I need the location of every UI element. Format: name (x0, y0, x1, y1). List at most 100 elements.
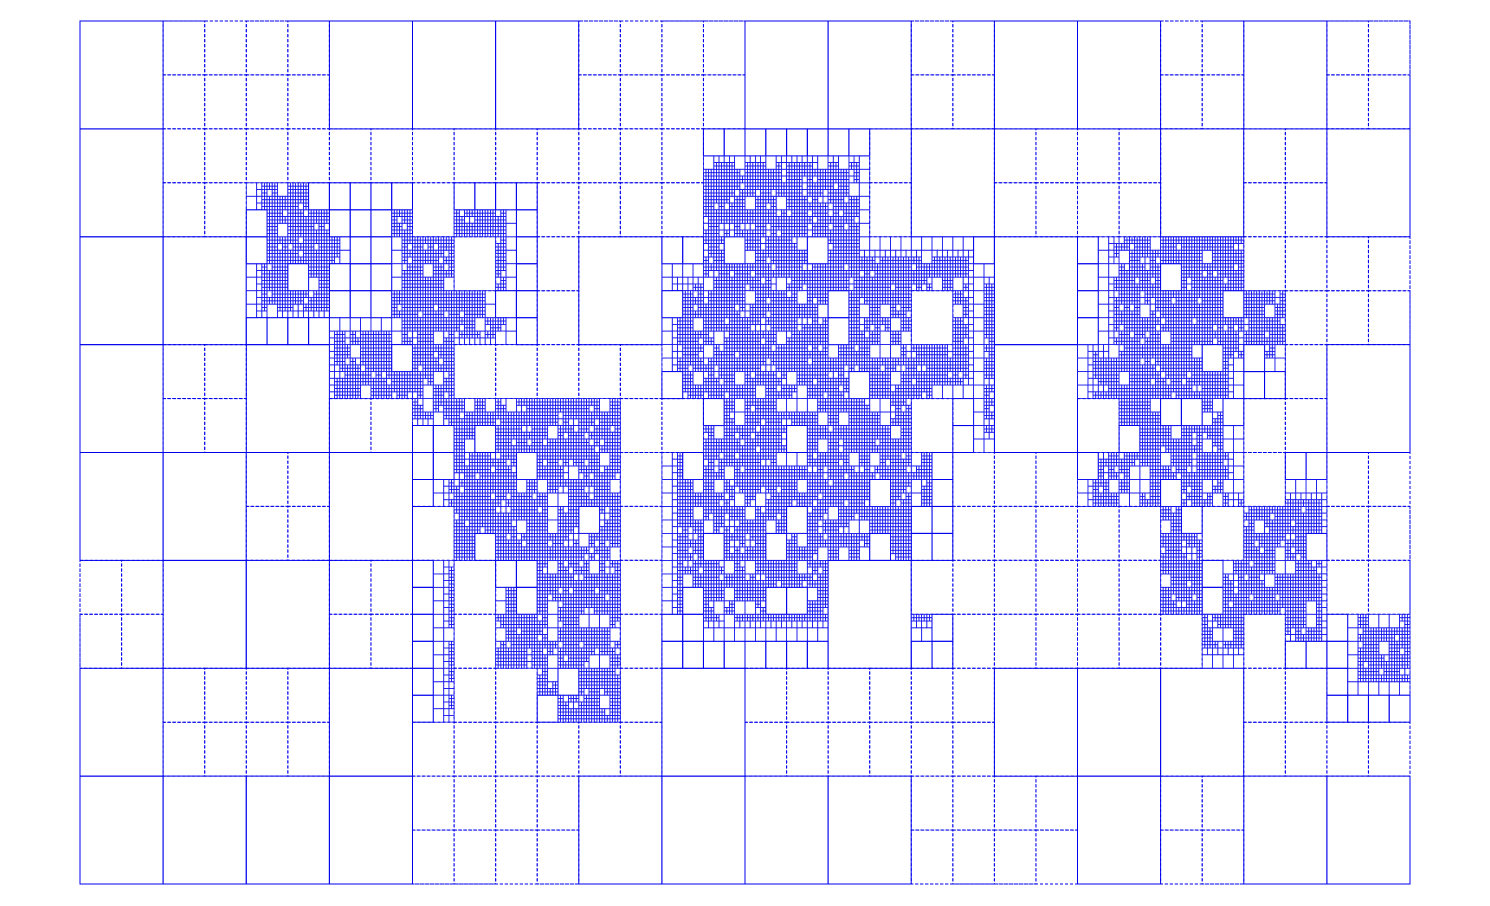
quadtree-cell (328, 775, 413, 885)
quadtree-cell (443, 688, 450, 696)
quadtree-cell (79, 559, 123, 615)
quadtree-cell (453, 479, 460, 487)
quadtree-cell (266, 290, 273, 298)
quadtree-cell (204, 344, 247, 400)
quadtree-cell (245, 303, 258, 319)
quadtree-cell (469, 337, 476, 345)
quadtree-cell (380, 371, 387, 379)
quadtree-cell (536, 634, 543, 642)
quadtree-cell (516, 533, 523, 541)
quadtree-cell (370, 398, 413, 454)
quadtree-cell (328, 613, 372, 669)
quadtree-cell (515, 559, 538, 588)
quadtree-cell (162, 559, 247, 669)
quadtree-cell (308, 290, 315, 298)
quadtree-cell (245, 209, 268, 238)
quadtree-cell (536, 667, 543, 676)
quadtree-cell (568, 566, 575, 575)
quadtree-cell (562, 465, 569, 474)
quadtree-cell (245, 505, 289, 561)
quadtree-cell (245, 182, 258, 197)
quadtree-cell (297, 249, 304, 258)
quadtree-cell (256, 189, 263, 197)
quadtree-cell (495, 418, 502, 426)
quadtree-cell (505, 458, 512, 467)
quadtree-cell (412, 667, 434, 696)
quadtree-cell (536, 479, 549, 494)
quadtree-cell (292, 303, 299, 312)
quadtree-cell (349, 344, 362, 359)
quadtree-cell (313, 222, 320, 231)
quadtree-cell (443, 613, 450, 622)
quadtree-cell (162, 775, 247, 885)
quadtree-cell (443, 485, 450, 494)
quadtree-cell (370, 559, 413, 615)
quadtree-cell (245, 775, 330, 885)
quadtree-cell (276, 310, 283, 318)
quadtree-cell (453, 613, 497, 669)
quadtree-cell (328, 384, 335, 393)
quadtree-cell (245, 344, 330, 454)
quadtree-cell (547, 681, 554, 689)
quadtree-cell (448, 681, 455, 689)
quadtree-cell (412, 505, 455, 561)
quadtree-cell (162, 452, 247, 561)
quadtree-cell (354, 357, 361, 366)
quadtree-cell (412, 418, 419, 426)
quadtree-cell (573, 526, 580, 534)
quadtree-cell (515, 452, 538, 480)
quadtree-cell (443, 715, 450, 723)
quadtree-cell (266, 263, 273, 271)
quadtree-cell (245, 195, 258, 211)
quadtree-cell (412, 479, 434, 507)
quadtree-cell (245, 290, 258, 305)
quadtree-cell (443, 667, 450, 676)
quadtree-cell (562, 485, 569, 494)
quadtree-cell (391, 344, 414, 373)
quadtree-cell (339, 317, 351, 332)
quadtree-cell (328, 391, 335, 399)
quadtree-cell (443, 479, 450, 487)
quadtree-cell (505, 276, 517, 292)
quadtree-cell (557, 667, 580, 696)
quadtree-cell (287, 263, 310, 292)
quadtree-cell (328, 263, 351, 292)
quadtree-cell (443, 593, 450, 602)
quadtree-cell (500, 270, 507, 278)
quadtree-cell (79, 20, 164, 130)
quadtree-cell (443, 600, 450, 608)
quadtree-cell (328, 364, 335, 372)
quadtree-cell (162, 128, 206, 184)
quadtree-cell (204, 667, 247, 723)
quadtree-cell (536, 829, 580, 885)
quadtree-cell (432, 411, 445, 426)
quadtree-cell (568, 539, 575, 548)
quadtree-cell (370, 371, 377, 379)
quadtree-cell (448, 715, 455, 723)
quadtree-cell (453, 472, 460, 480)
quadtree-cell (505, 249, 517, 265)
quadtree-cell (516, 404, 523, 413)
quadtree-cell (401, 222, 408, 231)
quadtree-cell (328, 344, 335, 352)
quadtree-cell (432, 708, 445, 723)
quadtree-cell (349, 263, 372, 292)
quadtree-cell (547, 600, 559, 615)
quadtree-cell (474, 532, 497, 561)
quadtree-cell (245, 317, 268, 346)
quadtree-cell (557, 620, 564, 629)
quadtree-cell (339, 236, 351, 251)
quadtree-cell (443, 701, 450, 710)
quadtree-cell (531, 492, 538, 501)
quadtree-cell (349, 182, 372, 211)
quadtree-cell (302, 296, 309, 305)
quadtree-cell (448, 688, 455, 696)
quadtree-cell (308, 310, 315, 318)
quadtree-cell (287, 243, 294, 251)
quadtree-cell (453, 667, 497, 723)
quadtree-cell (547, 492, 559, 507)
quadtree-cell (495, 640, 502, 649)
quadtree-cells (79, 20, 1411, 885)
